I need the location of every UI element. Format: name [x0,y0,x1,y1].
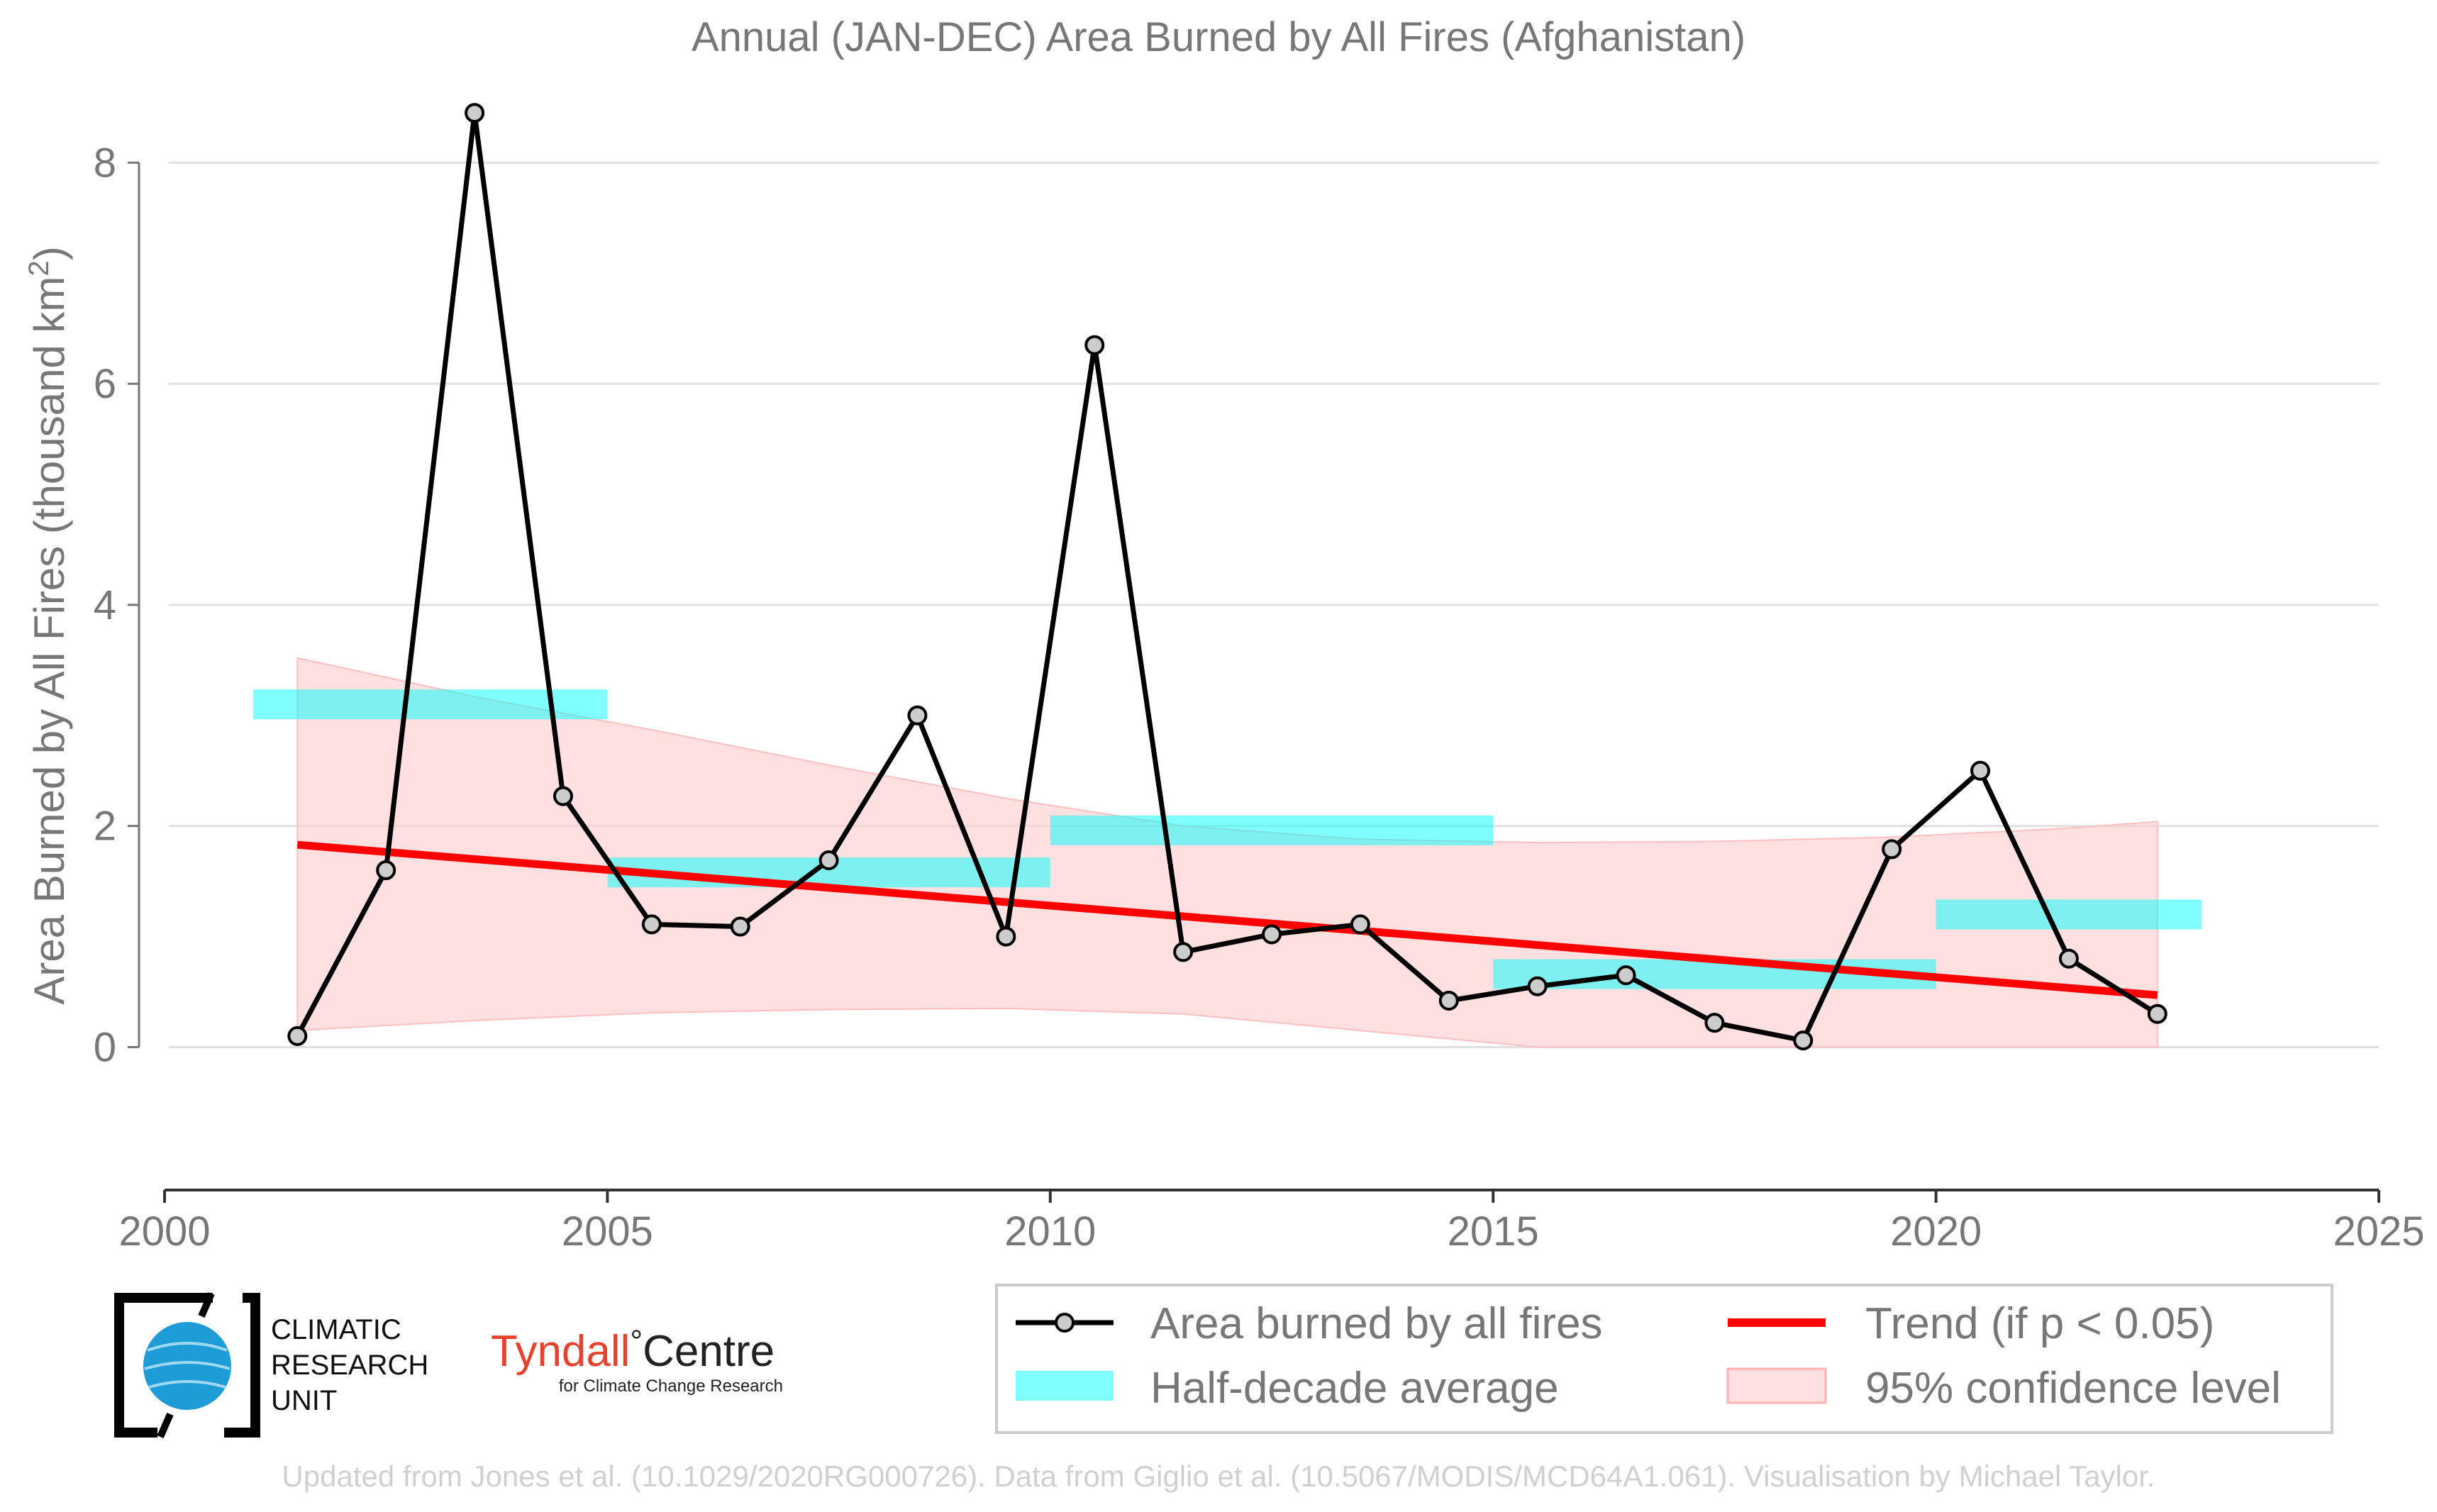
footer-credit: Updated from Jones et al. (10.1029/2020R… [282,1460,2155,1493]
legend-ci-swatch [1726,1367,1827,1404]
legend-marker-swatch [1055,1313,1075,1333]
cru-logo-line-1: CLIMATIC [271,1314,401,1345]
cru-logo-slash-bottom [157,1412,174,1439]
chart-title: Annual (JAN-DEC) Area Burned by All Fire… [692,14,1745,60]
legend-label-trend: Trend (if p < 0.05) [1865,1299,2214,1348]
cru-logo: CLIMATIC RESEARCH UNIT [114,1291,428,1439]
half-decade-bar [1050,815,1494,845]
data-point [1438,990,1459,1011]
data-point [2058,948,2079,969]
y-tick-label: 6 [94,361,116,407]
x-tick-label: 2015 [1448,1208,1539,1255]
tyndall-logo-centre: Centre [643,1327,775,1376]
x-tick-label: 2005 [562,1208,653,1255]
x-tick-label: 2000 [118,1208,210,1255]
data-point [553,786,573,806]
y-tick-label: 4 [94,582,116,628]
data-point [1970,760,1991,781]
data-point [1173,942,1194,962]
legend: Area burned by all fires Trend (if p < 0… [995,1284,2333,1434]
y-axis-label: Area Burned by All Fires (thousand km2) [23,246,73,1004]
x-tick-label: 2025 [2333,1208,2424,1255]
cru-logo-slash-top [198,1291,215,1318]
legend-half-decade-swatch [1016,1371,1114,1401]
confidence-band [296,657,2158,1048]
data-point [641,914,662,935]
data-point [1616,965,1636,986]
y-axis-label-main: Area Burned by All Fires (thousand km [26,277,73,1005]
legend-label-half-decade: Half-decade average [1150,1364,1559,1413]
data-point [996,926,1016,947]
data-point [287,1025,308,1046]
x-tick-label: 2020 [1890,1208,1982,1255]
y-tick-label: 8 [94,140,116,186]
cru-logo-frame [114,1293,260,1438]
globe-icon-lines [144,1342,231,1389]
confidence-band-layer [296,657,2158,1048]
y-axis-label-superscript: 2 [23,260,55,276]
half-decade-bar [1936,899,2202,930]
data-point [1527,976,1548,996]
trend-layer [296,840,2158,999]
cru-logo-line-2: RESEARCH [271,1350,428,1381]
tyndall-logo-name: Tyndall [491,1327,630,1376]
data-point [1350,914,1370,935]
data-point [376,860,396,881]
globe-icon [143,1322,231,1410]
y-tick-label: 0 [94,1024,116,1070]
data-point [465,103,485,123]
y-axis-label-end: ) [26,246,73,260]
tyndall-logo: Tyndall°Centre for Climate Change Resear… [491,1324,783,1396]
data-point [1262,924,1282,945]
data-point [1084,335,1105,355]
data-point [2147,1004,2167,1024]
x-tick-label: 2010 [1004,1208,1096,1255]
data-point [907,705,928,726]
data-point [818,850,839,871]
legend-label-ci: 95% confidence level [1865,1364,2281,1413]
series-line [295,110,2159,1043]
data-point [1793,1030,1814,1051]
cru-logo-line-3: UNIT [271,1385,337,1416]
axes: 0 2 4 6 8 2000 2005 2010 2015 2020 2025 [94,140,2425,1255]
trend-line [296,840,2158,999]
data-point [1882,839,1902,860]
tyndall-logo-subtitle: for Climate Change Research [559,1377,783,1396]
tyndall-logo-wordmark: Tyndall°Centre [491,1324,775,1376]
legend-frame [995,1284,2333,1434]
data-point [1704,1013,1725,1033]
tyndall-logo-degree: ° [630,1324,643,1359]
series-layer [287,103,2167,1051]
y-tick-label: 2 [94,804,116,850]
legend-label-area-burned: Area burned by all fires [1150,1299,1603,1348]
data-point [730,916,750,937]
